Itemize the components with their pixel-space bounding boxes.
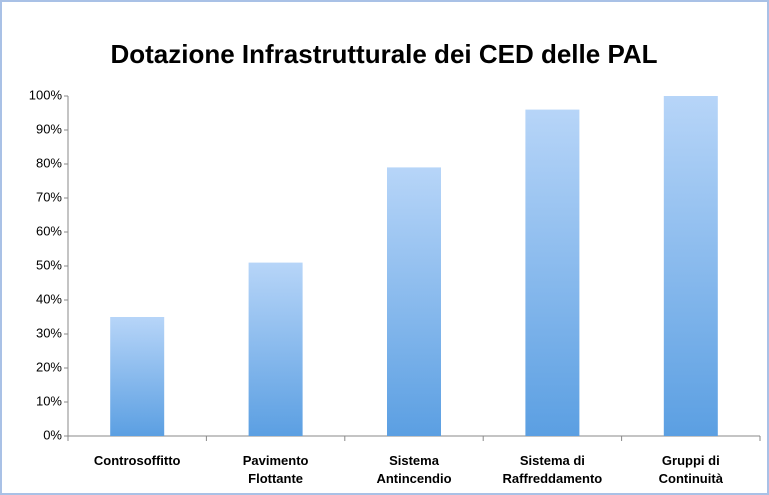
bar xyxy=(110,317,165,436)
x-tick-label: Sistema Antincendio xyxy=(376,453,452,486)
bar xyxy=(663,96,718,436)
y-tick-label: 20% xyxy=(36,359,62,374)
x-tick-label: Sistema di Raffreddamento xyxy=(502,453,603,486)
y-tick-label: 100% xyxy=(29,87,63,102)
y-tick-label: 40% xyxy=(36,291,62,306)
y-tick-label: 50% xyxy=(36,257,62,272)
y-tick-label: 80% xyxy=(36,155,62,170)
y-tick-label: 0% xyxy=(43,427,62,442)
y-tick-label: 10% xyxy=(36,393,62,408)
bar xyxy=(248,262,303,436)
y-tick-label: 90% xyxy=(36,121,62,136)
bar xyxy=(387,167,441,436)
x-tick-label: Controsoffitto xyxy=(93,453,181,468)
y-tick-label: 60% xyxy=(36,223,62,238)
y-tick-label: 70% xyxy=(36,189,62,204)
chart-title: Dotazione Infrastrutturale dei CED delle… xyxy=(110,39,657,69)
bar xyxy=(525,109,580,436)
x-tick-label: Gruppi di Continuità xyxy=(658,453,723,486)
y-tick-label: 30% xyxy=(36,325,62,340)
x-tick-label: Pavimento Flottante xyxy=(242,453,309,486)
